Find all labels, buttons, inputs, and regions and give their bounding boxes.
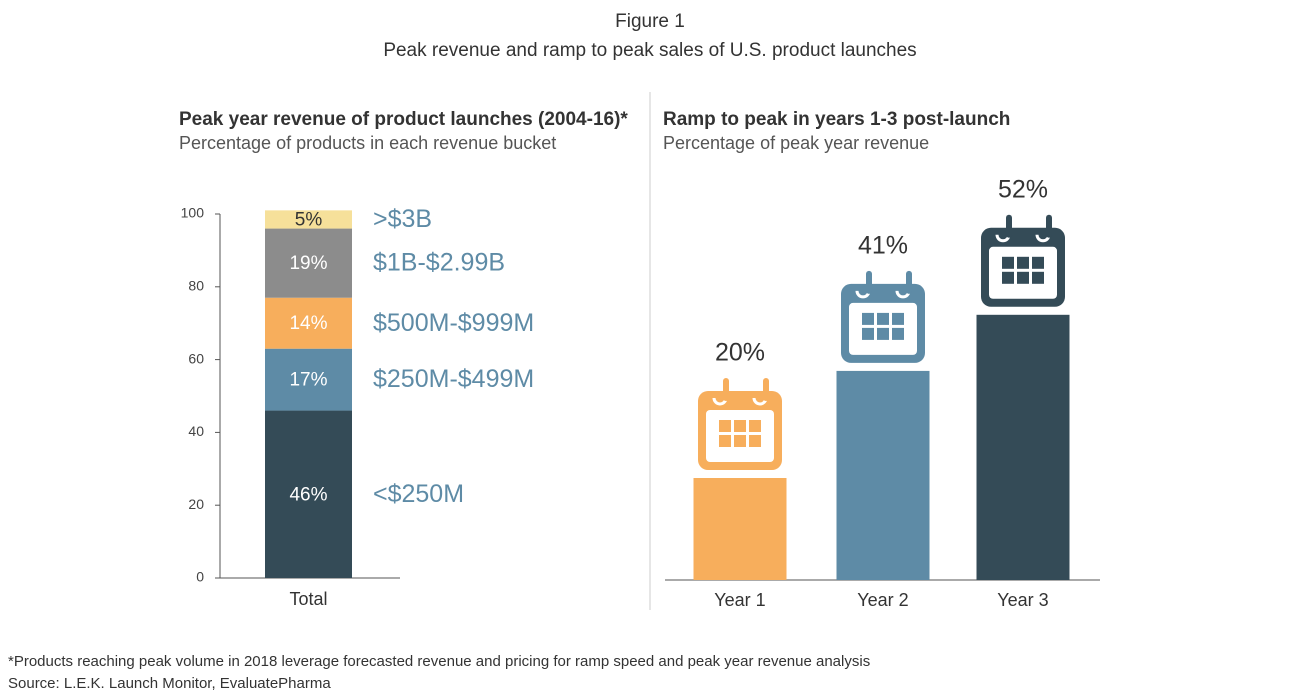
bar-segment (265, 210, 352, 229)
y-tick-label: 40 (188, 423, 204, 439)
legend-label: <$250M (373, 480, 464, 508)
figure-title: Figure 1 (615, 11, 685, 32)
value-label: 5% (295, 209, 323, 230)
calendar-icon (719, 420, 731, 432)
value-label: 20% (715, 339, 765, 367)
y-tick-label: 20 (188, 496, 204, 512)
bar-segment (265, 348, 352, 411)
calendar-icon (1017, 271, 1029, 284)
value-label: 41% (858, 232, 908, 260)
source: Source: L.E.K. Launch Monitor, EvaluateP… (8, 675, 331, 692)
x-tick-label: Year 3 (997, 590, 1048, 610)
calendar-icon (1032, 271, 1044, 284)
x-tick-label: Year 2 (857, 590, 908, 610)
value-label: 17% (289, 370, 327, 391)
calendar-icon (877, 312, 889, 325)
calendar-icon (1017, 256, 1029, 269)
calendar-icon (734, 420, 746, 432)
calendar-icon (892, 312, 904, 325)
y-tick-label: 60 (188, 350, 204, 366)
calendar-icon (1002, 271, 1014, 284)
calendar-icon (719, 435, 731, 447)
calendar-icon (892, 327, 904, 340)
y-tick-label: 80 (188, 278, 204, 294)
footnote: *Products reaching peak volume in 2018 l… (8, 653, 870, 670)
calendar-icon (749, 420, 761, 432)
calendar-icon (749, 435, 761, 447)
bar-segment (265, 410, 352, 578)
calendar-icon (862, 312, 874, 325)
value-label: 14% (289, 313, 327, 334)
legend-label: $250M-$499M (373, 365, 534, 393)
calendar-icon (734, 435, 746, 447)
bar-segment (265, 228, 352, 298)
legend-label: >$3B (373, 205, 432, 233)
calendar-icon (862, 327, 874, 340)
bar-segment (265, 297, 352, 349)
value-label: 46% (289, 484, 327, 505)
chart-subtitle: Percentage of peak year revenue (663, 133, 929, 153)
chart-title: Ramp to peak in years 1-3 post-launch (663, 109, 1010, 130)
bar (976, 314, 1070, 580)
legend-label: $500M-$999M (373, 309, 534, 337)
figure-subtitle: Peak revenue and ramp to peak sales of U… (383, 40, 916, 61)
bar (836, 370, 930, 580)
chart-subtitle: Percentage of products in each revenue b… (179, 133, 556, 153)
y-tick-label: 0 (196, 569, 204, 585)
x-tick-label: Year 1 (714, 590, 765, 610)
legend-label: $1B-$2.99B (373, 249, 505, 277)
calendar-icon (877, 327, 889, 340)
bar (693, 478, 787, 580)
y-tick-label: 100 (181, 205, 205, 221)
x-tick-label: Total (289, 589, 327, 609)
calendar-icon (1032, 256, 1044, 269)
value-label: 52% (998, 175, 1048, 203)
value-label: 19% (289, 253, 327, 274)
calendar-icon (1002, 256, 1014, 269)
chart-title: Peak year revenue of product launches (2… (179, 109, 628, 130)
